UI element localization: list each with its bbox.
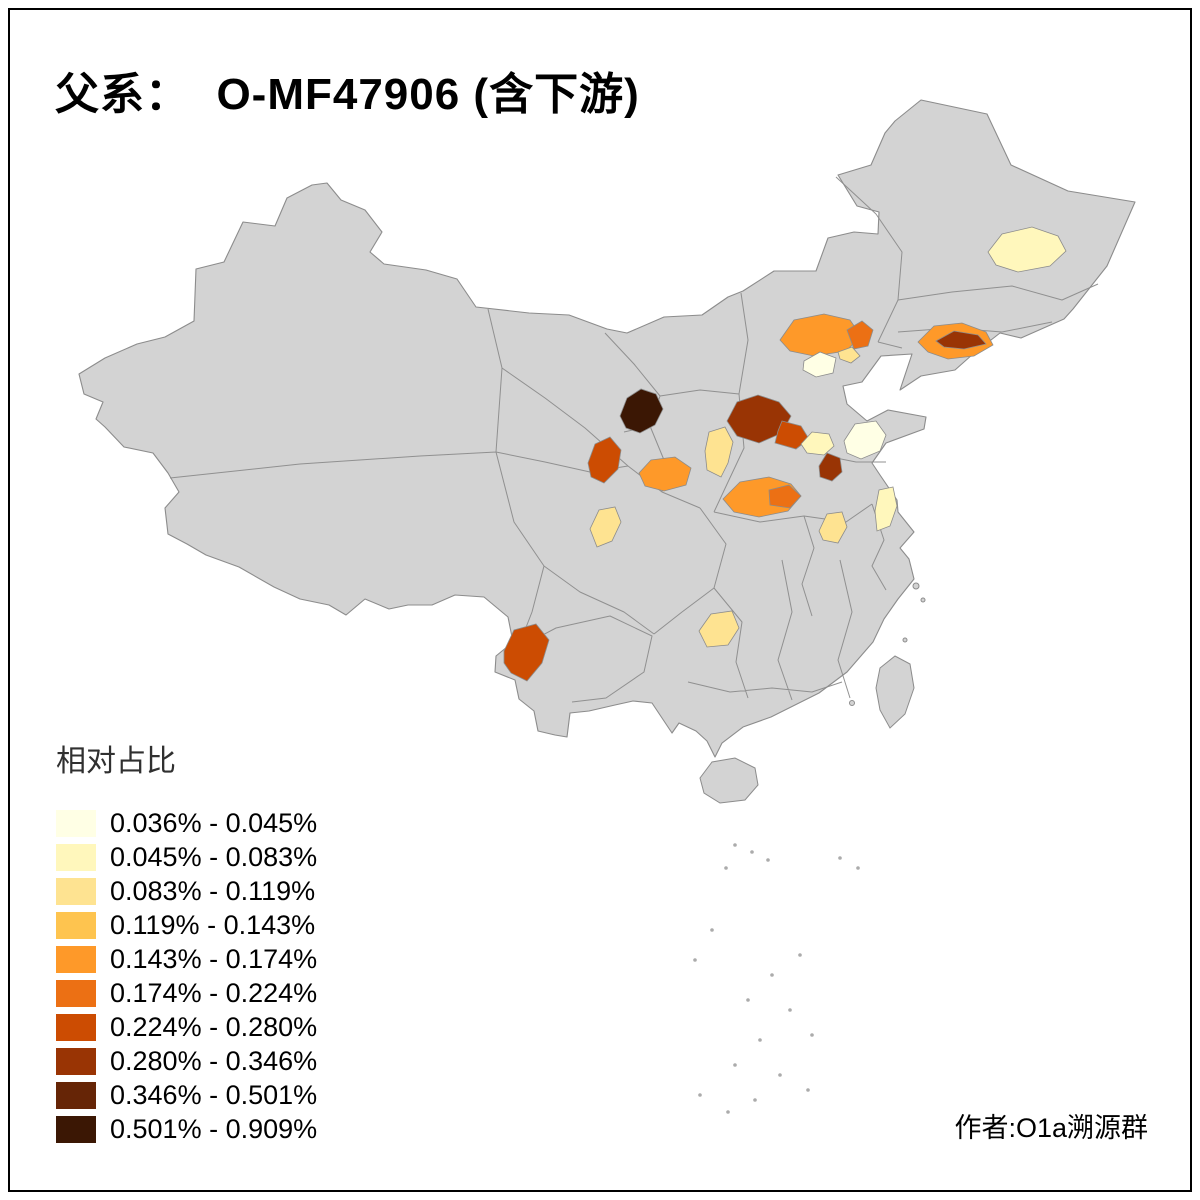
attribution-text: 作者:O1a溯源群 (954, 1113, 1148, 1143)
legend-bin-label: 0.174% - 0.224% (110, 978, 318, 1008)
map-region-highlight (638, 456, 692, 492)
map-region-highlight (726, 394, 792, 444)
legend-swatch (56, 1048, 96, 1075)
legend-swatch (56, 912, 96, 939)
legend-bin-label: 0.346% - 0.501% (110, 1080, 318, 1110)
legend-row: 0.143% - 0.174% (56, 946, 317, 973)
map-region-highlight (802, 351, 837, 378)
map-region-highlight (843, 420, 887, 460)
legend-bin-label: 0.045% - 0.083% (110, 842, 318, 872)
map-region-highlight (987, 226, 1067, 273)
legend-row: 0.346% - 0.501% (56, 1082, 317, 1109)
legend-row: 0.045% - 0.083% (56, 844, 317, 871)
legend-bin-label: 0.119% - 0.143% (110, 910, 316, 940)
legend-bin-label: 0.280% - 0.346% (110, 1046, 318, 1076)
legend-swatch (56, 980, 96, 1007)
map-region-highlight (698, 610, 740, 648)
map-region-highlight (587, 436, 622, 484)
legend-swatch (56, 1116, 96, 1143)
legend-row: 0.280% - 0.346% (56, 1048, 317, 1075)
legend-bin-label: 0.083% - 0.119% (110, 876, 316, 906)
legend-row: 0.083% - 0.119% (56, 878, 317, 905)
map-region-highlight (874, 486, 898, 532)
legend-swatch (56, 878, 96, 905)
map-region-highlight (589, 506, 622, 548)
map-region-highlight (837, 346, 861, 364)
map-region-highlight (846, 320, 874, 350)
legend-swatch (56, 1014, 96, 1041)
legend-swatch (56, 810, 96, 837)
legend-row: 0.501% - 0.909% (56, 1116, 317, 1143)
legend-title: 相对占比 (56, 745, 176, 778)
map-region-highlight (800, 431, 835, 456)
map-region-highlight (619, 388, 664, 434)
legend-rows: 0.036% - 0.045% 0.045% - 0.083% 0.083% - 0… (56, 810, 317, 1143)
legend-bin-label: 0.224% - 0.280% (110, 1012, 318, 1042)
south-china-sea-islets (693, 843, 860, 1114)
map-region-highlight (768, 484, 802, 509)
legend-bin-label: 0.143% - 0.174% (110, 944, 318, 974)
legend: 相对占比 0.036% - 0.045% 0.045% - 0.083% 0.083… (56, 736, 317, 1150)
map-region-highlight (704, 426, 734, 478)
legend-row: 0.119% - 0.143% (56, 912, 317, 939)
map-region-highlight (818, 452, 843, 482)
legend-row: 0.174% - 0.224% (56, 980, 317, 1007)
map-region-highlight (935, 330, 987, 350)
coastal-islands (849, 582, 926, 706)
legend-swatch (56, 946, 96, 973)
china-outline (78, 99, 1136, 758)
page-title: 父系： O-MF47906 (含下游) (55, 70, 640, 119)
legend-row: 0.224% - 0.280% (56, 1014, 317, 1041)
map-region-highlight (818, 511, 848, 544)
legend-swatch (56, 844, 96, 871)
hainan-island (699, 757, 759, 804)
legend-row: 0.036% - 0.045% (56, 810, 317, 837)
legend-bin-label: 0.501% - 0.909% (110, 1114, 318, 1144)
legend-bin-label: 0.036% - 0.045% (110, 808, 318, 838)
map-region-highlight (503, 623, 550, 682)
legend-swatch (56, 1082, 96, 1109)
map-region-highlight (774, 420, 810, 450)
taiwan-island (875, 655, 915, 729)
map-highlights (503, 226, 1067, 682)
